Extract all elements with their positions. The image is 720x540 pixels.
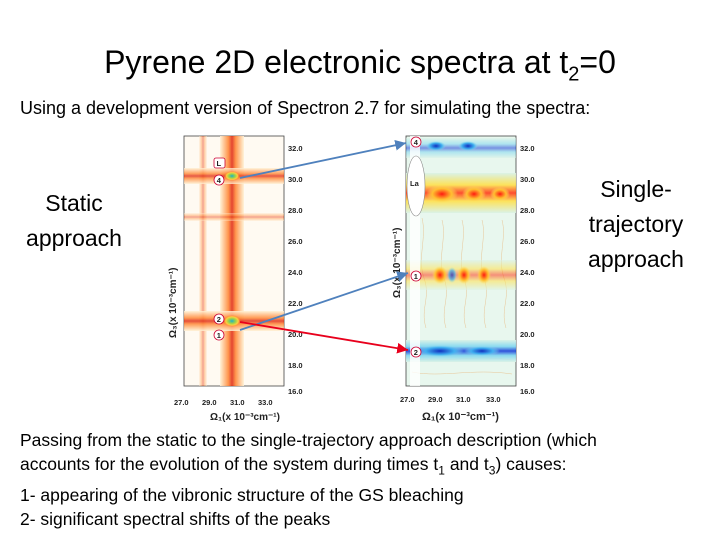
svg-text:27.0: 27.0	[174, 398, 189, 407]
blue-arrow-middle	[239, 271, 409, 331]
slide-title: Pyrene 2D electronic spectra at t2=0	[104, 44, 616, 86]
single-trajectory-approach-label: Single-trajectory approach	[588, 176, 684, 272]
trajectory-2d-spectrum: 32.0 30.0 28.0 26.0 24.0 22.0 20.0 18.0 …	[392, 135, 535, 423]
svg-text:26.0: 26.0	[520, 237, 535, 246]
svg-text:32.0: 32.0	[288, 144, 303, 153]
svg-text:24.0: 24.0	[520, 268, 535, 277]
static-y-ticks: 32.0 30.0 28.0 26.0 24.0 22.0 20.0 18.0 …	[288, 144, 303, 396]
svg-text:27.0: 27.0	[400, 395, 415, 404]
svg-text:31.0: 31.0	[230, 398, 245, 407]
svg-text:33.0: 33.0	[258, 398, 273, 407]
static-x-axis-label: Ω₁(x 10⁻³cm⁻¹)	[210, 412, 280, 423]
slide-subtitle: Using a development version of Spectron …	[20, 98, 591, 118]
trajectory-x-axis-label: Ω₁(x 10⁻³cm⁻¹)	[422, 411, 499, 423]
svg-text:28.0: 28.0	[288, 206, 303, 215]
conclusion-line-2: accounts for the evolution of the system…	[20, 454, 567, 478]
svg-text:18.0: 18.0	[288, 361, 303, 370]
red-arrow-bottom	[239, 321, 409, 354]
svg-text:16.0: 16.0	[520, 387, 535, 396]
svg-text:L: L	[217, 159, 222, 168]
svg-text:30.0: 30.0	[288, 175, 303, 184]
svg-text:1: 1	[217, 331, 221, 340]
svg-text:30.0: 30.0	[520, 175, 535, 184]
static-x-ticks: 27.0 29.0 31.0 33.0	[174, 398, 273, 407]
trajectory-x-ticks: 27.0 29.0 31.0 33.0	[400, 395, 501, 404]
svg-text:22.0: 22.0	[520, 299, 535, 308]
static-approach-label: Static approach	[26, 190, 122, 251]
blue-arrow-top	[239, 139, 407, 179]
svg-text:20.0: 20.0	[520, 330, 535, 339]
trajectory-y-ticks: 32.0 30.0 28.0 26.0 24.0 22.0 20.0 18.0 …	[520, 144, 535, 396]
svg-text:La: La	[410, 179, 420, 188]
conclusion-text: Passing from the static to the single-tr…	[20, 428, 710, 531]
static-y-axis-label: Ω₃(x 10⁻³cm⁻¹)	[168, 268, 179, 338]
svg-text:20.0: 20.0	[288, 330, 303, 339]
svg-text:31.0: 31.0	[456, 395, 471, 404]
svg-text:22.0: 22.0	[288, 299, 303, 308]
trajectory-markers: 4 La 1 2	[410, 136, 422, 358]
svg-text:1: 1	[414, 272, 418, 281]
svg-text:16.0: 16.0	[288, 387, 303, 396]
trajectory-y-axis-label: Ω₃(x 10⁻³cm⁻¹)	[392, 228, 403, 298]
static-2d-spectrum: 32.0 30.0 28.0 26.0 24.0 22.0 20.0 18.0 …	[168, 135, 303, 423]
svg-text:2: 2	[217, 315, 221, 324]
conclusion-line-4: 2- significant spectral shifts of the pe…	[20, 508, 331, 529]
svg-text:18.0: 18.0	[520, 361, 535, 370]
svg-text:24.0: 24.0	[288, 268, 303, 277]
svg-text:32.0: 32.0	[520, 144, 535, 153]
svg-text:29.0: 29.0	[202, 398, 217, 407]
static-markers: L 4 2 1	[213, 157, 226, 341]
svg-text:2: 2	[414, 348, 418, 357]
conclusion-line-3: 1- appearing of the vibronic structure o…	[20, 484, 464, 505]
svg-text:33.0: 33.0	[486, 395, 501, 404]
svg-text:4: 4	[217, 176, 222, 185]
svg-text:29.0: 29.0	[428, 395, 443, 404]
svg-text:28.0: 28.0	[520, 206, 535, 215]
svg-text:4: 4	[414, 138, 419, 147]
conclusion-line-1: Passing from the static to the single-tr…	[20, 430, 597, 450]
svg-text:26.0: 26.0	[288, 237, 303, 246]
